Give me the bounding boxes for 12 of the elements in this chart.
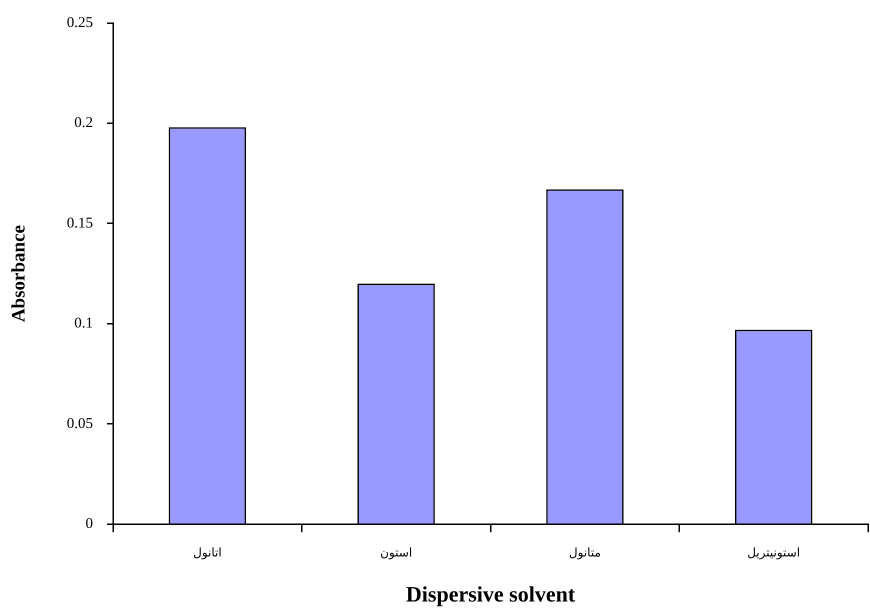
y-tick-label: 0: [86, 516, 94, 532]
y-tick-label: 0.2: [74, 115, 94, 132]
x-tick-label: استون: [380, 546, 412, 560]
x-tick-label: استونیتریل: [747, 546, 800, 560]
x-axis-title: Dispersive solvent: [406, 581, 576, 606]
x-tick-label: متانول: [568, 546, 601, 560]
y-tick-label: 0.15: [66, 215, 94, 232]
x-tick-label: اتانول: [193, 546, 222, 560]
y-tick-label: 0.25: [66, 14, 94, 31]
y-tick-label: 0.1: [74, 316, 94, 332]
y-axis-title: Absorbance: [8, 225, 30, 322]
y-tick-label: 0.05: [66, 416, 94, 432]
